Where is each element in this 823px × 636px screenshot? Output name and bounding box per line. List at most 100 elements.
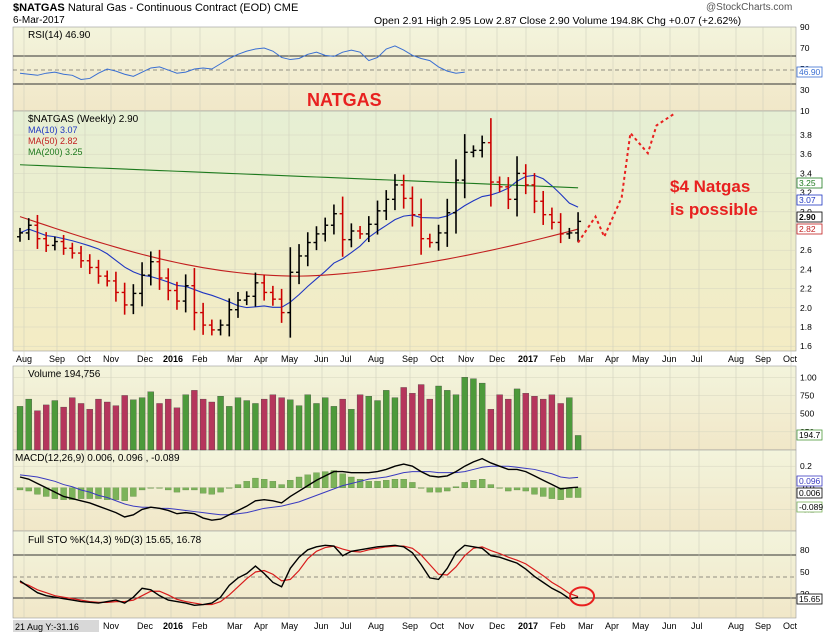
chart-header: $NATGAS Natural Gas - Continuous Contrac… — [13, 2, 298, 14]
price-tick-label: 1.6 — [800, 341, 812, 351]
ohlc-bar — [522, 164, 529, 195]
macd-histogram-bar — [182, 487, 189, 491]
macd-histogram-bar — [95, 487, 102, 499]
ohlc-bar — [566, 227, 573, 239]
x-tick-label: Sep — [755, 621, 771, 631]
macd-histogram-bar — [505, 487, 512, 492]
volume-bar — [548, 394, 556, 451]
x-tick-label: May — [281, 354, 299, 364]
x-tick-label: Aug — [368, 621, 384, 631]
volume-bar — [34, 410, 41, 451]
ohlc-bar — [69, 242, 76, 259]
x-tick-label: Oct — [783, 621, 798, 631]
ohlc-bar — [348, 223, 355, 248]
x-tick-label: Jun — [662, 621, 677, 631]
macd-series — [16, 457, 582, 521]
volume-bar — [409, 393, 416, 451]
ohlc-bar — [479, 135, 486, 158]
macd-histogram-bar — [531, 487, 538, 495]
price-tick-label: 2.2 — [800, 284, 812, 294]
ohlc-bar — [287, 247, 294, 338]
ohlc-bar — [400, 174, 407, 209]
volume-bar — [505, 398, 512, 451]
price-tick-label: 3.2 — [800, 188, 812, 198]
macd-histogram-bar — [226, 487, 233, 489]
volume-bar — [60, 406, 67, 451]
volume-bar — [287, 399, 294, 451]
ohlc-bar — [365, 216, 372, 243]
x-tick-label: Sep — [49, 354, 65, 364]
ohlc-bar — [51, 236, 58, 251]
macd-histogram-bar — [417, 487, 425, 489]
forecast-annotation-line2: is possible — [670, 200, 758, 219]
macd-histogram-bar — [112, 487, 120, 500]
price-tick-label: 2.0 — [800, 303, 812, 313]
macd-histogram-bar — [383, 480, 390, 488]
rsi-tick-label: 70 — [800, 43, 810, 53]
x-tick-label: May — [632, 621, 650, 631]
volume-bar — [234, 397, 242, 451]
x-tick-label: Mar — [578, 621, 594, 631]
macd-histogram-bar — [356, 479, 364, 488]
cursor-readout-box — [13, 620, 99, 632]
x-tick-label: Feb — [550, 621, 566, 631]
volume-bar — [400, 387, 407, 451]
x-tick-label: Jun — [662, 354, 677, 364]
x-tick-label: Dec — [489, 354, 506, 364]
x-tick-label: Nov — [458, 621, 475, 631]
volume-bar — [435, 385, 442, 451]
macd-histogram-bar — [104, 487, 111, 500]
volume-bar — [339, 398, 346, 451]
macd-histogram-bar — [191, 487, 198, 491]
forecast-annotation-line1: $4 Natgas — [670, 177, 750, 196]
macd-histogram-bar — [34, 487, 41, 495]
macd-tag: 0.006 — [796, 487, 823, 499]
x-tick-label: Dec — [489, 621, 506, 631]
quote-line: Open 2.91 High 2.95 Low 2.87 Close 2.90 … — [374, 15, 742, 27]
x-tick-label: Jul — [691, 621, 703, 631]
x-tick-label: Feb — [192, 354, 208, 364]
volume-bar — [226, 406, 233, 451]
volume-bar — [165, 398, 172, 451]
oversold-circle-annotation — [569, 586, 596, 607]
svg-text:3.07: 3.07 — [799, 195, 816, 205]
macd-histogram-bar — [470, 480, 477, 488]
volume-bar — [391, 397, 399, 451]
natgas-annotation: NATGAS — [307, 90, 382, 110]
volume-bar — [243, 400, 250, 451]
macd-histogram-bar — [121, 487, 128, 501]
price-tick-label: 3.6 — [800, 149, 812, 159]
x-tick-label: Mar — [227, 621, 243, 631]
ohlc-bar — [278, 288, 285, 323]
ohlc-bar — [461, 134, 468, 199]
macd-histogram-bar — [243, 481, 250, 488]
ohlc-bar — [330, 204, 337, 235]
ohlc-bar — [200, 302, 207, 335]
macd-histogram-bar — [391, 479, 399, 488]
macd-histogram-bar — [513, 487, 521, 491]
rsi-tick-label: 90 — [800, 22, 810, 32]
volume-bar — [383, 390, 390, 451]
volume-bar — [313, 403, 320, 451]
volume-bar — [191, 390, 198, 451]
ohlc-bar — [78, 245, 85, 268]
macd-histogram-bar — [199, 487, 207, 494]
x-tick-label: Jun — [314, 621, 329, 631]
stochastic-last-tag: 15.65 — [796, 593, 823, 605]
macd-histogram-bar — [566, 487, 573, 498]
volume-bar — [252, 403, 259, 451]
macd-histogram-bar — [435, 487, 442, 493]
svg-text:0.006: 0.006 — [799, 488, 821, 498]
macd-histogram-bar — [339, 473, 346, 488]
stochastic-tick-label: 50 — [800, 567, 810, 577]
symbol: $NATGAS — [13, 2, 65, 14]
ohlc-bar — [339, 196, 346, 257]
macd-histogram-bar — [60, 487, 67, 500]
rsi-tick-label: 10 — [800, 106, 810, 116]
ohlc-bar — [269, 285, 276, 306]
stochastic-series — [19, 544, 596, 607]
ohlc-bar — [43, 232, 50, 252]
rsi-tick-label: 30 — [800, 85, 810, 95]
rsi-label: RSI(14) 46.90 — [28, 30, 91, 41]
ohlc-bar — [147, 251, 154, 286]
